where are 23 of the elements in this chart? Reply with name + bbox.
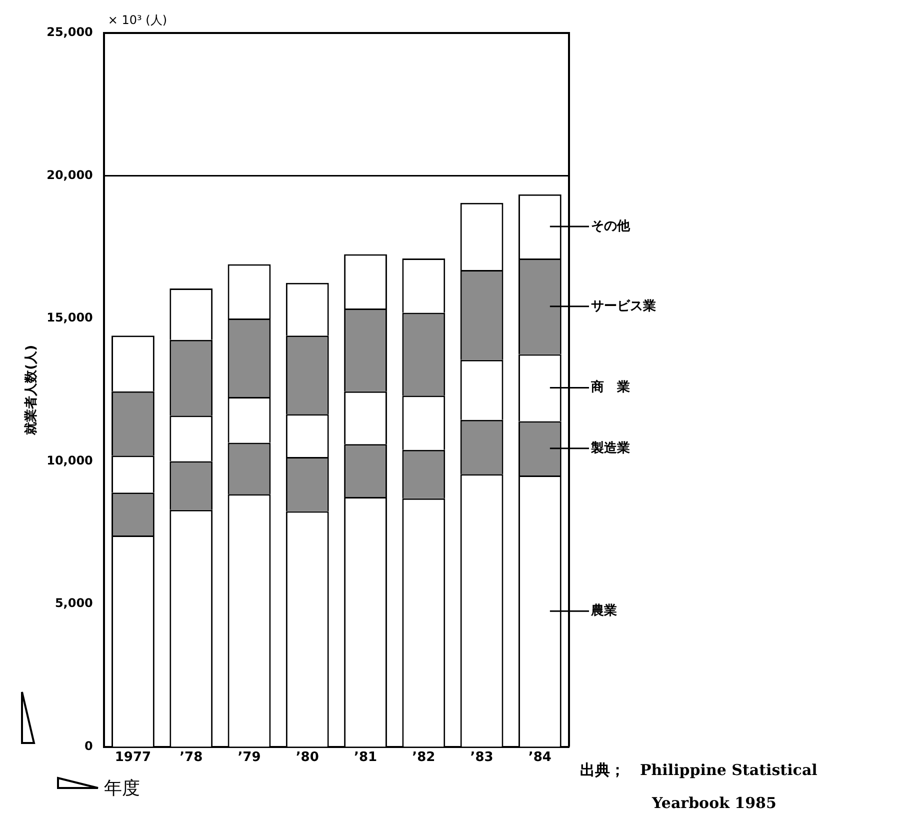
text: サービス業 bbox=[591, 298, 656, 314]
text: 製造業 bbox=[590, 440, 630, 456]
y-tick-label: 15,000 bbox=[46, 310, 93, 325]
y-tick-label: 0 bbox=[84, 738, 93, 753]
source-note: 出典； Philippine Statistical Yearbook 1985 bbox=[580, 761, 818, 812]
y-axis-title: 就業者人数(人) bbox=[23, 344, 40, 436]
y-tick-label: 20,000 bbox=[46, 168, 93, 182]
text: 農業 bbox=[590, 604, 617, 619]
x-tick-label: ’79 bbox=[238, 750, 261, 765]
x-tick-label: ’82 bbox=[412, 750, 436, 765]
x-tick-label: 1977 bbox=[114, 750, 152, 765]
text: × 10³ (人) bbox=[108, 13, 168, 28]
x-tick-label: ’83 bbox=[470, 750, 494, 765]
x-axis-title: 年度 bbox=[104, 778, 140, 799]
x-tick-label: ’81 bbox=[354, 750, 378, 765]
text: その他 bbox=[591, 218, 631, 234]
x-tick-label: ’80 bbox=[296, 750, 319, 765]
y-tick-label: 25,000 bbox=[46, 25, 93, 40]
y-tick-label: 5,000 bbox=[54, 596, 93, 610]
y-tick-label: 10,000 bbox=[46, 453, 93, 468]
text: 商 業 bbox=[590, 379, 630, 396]
x-tick-label: ’84 bbox=[528, 750, 552, 765]
x-tick-label: ’78 bbox=[180, 750, 203, 765]
